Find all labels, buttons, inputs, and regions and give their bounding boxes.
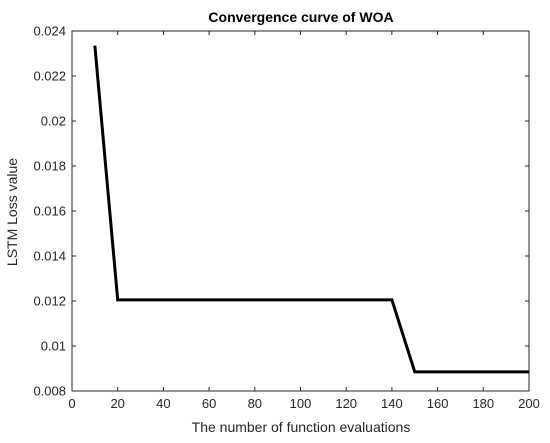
y-tick-label: 0.016: [33, 204, 66, 219]
x-tick-label: 40: [156, 396, 170, 411]
y-tick-label: 0.008: [33, 384, 66, 399]
y-axis-label: LSTM Loss value: [4, 158, 20, 266]
chart-title: Convergence curve of WOA: [208, 9, 393, 25]
series-layer: [93, 45, 529, 374]
x-tick-label: 0: [68, 396, 75, 411]
y-tick-label: 0.018: [33, 159, 66, 174]
x-tick-label: 200: [518, 396, 540, 411]
plot-area-frame: [71, 30, 530, 392]
y-tick-label: 0.022: [33, 69, 66, 84]
y-tick-label: 0.014: [33, 249, 66, 264]
y-tick-label: 0.024: [33, 24, 66, 39]
y-tick-label: 0.02: [41, 114, 66, 129]
y-tick-label: 0.012: [33, 294, 66, 309]
y-tick-label: 0.01: [41, 339, 66, 354]
x-tick-label: 140: [381, 396, 403, 411]
x-tick-label: 80: [248, 396, 262, 411]
x-axis-label: The number of function evaluations: [192, 419, 411, 435]
x-tick-label: 120: [335, 396, 357, 411]
x-tick-label: 60: [202, 396, 216, 411]
x-axis-ticks: 0 20 40 60 80 100 120 140 160 180 200: [68, 31, 540, 411]
x-tick-label: 180: [472, 396, 494, 411]
x-tick-label: 20: [110, 396, 124, 411]
x-tick-label: 100: [290, 396, 312, 411]
y-axis-ticks: 0.008 0.01 0.012 0.014 0.016 0.018 0.02 0.022 0.…: [33, 24, 529, 399]
series-line: [93, 45, 529, 374]
x-tick-label: 160: [427, 396, 449, 411]
